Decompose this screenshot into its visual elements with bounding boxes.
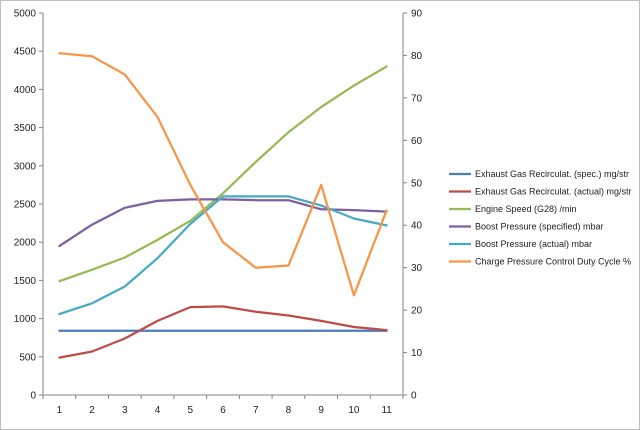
left-tick-label: 3000 [14,161,37,172]
left-tick-label: 2500 [14,200,37,211]
series-line-3 [58,65,388,283]
series-line-2 [58,305,388,359]
legend-label-5: Boost Pressure (actual) mbar [475,239,592,249]
right-tick-label: 60 [411,136,423,147]
left-tick-label: 3500 [14,123,37,134]
x-tick-label: 7 [253,405,259,416]
left-tick-label: 500 [19,352,36,363]
right-tick-label: 10 [411,348,423,359]
series-lines [58,52,388,359]
x-tick-label: 2 [89,405,95,416]
right-tick-label: 50 [411,178,423,189]
series-line-6 [58,52,388,297]
legend: Exhaust Gas Recirculat. (spec.) mg/str Ex… [449,169,632,267]
left-tick-label: 4500 [14,47,37,58]
x-axis-ticks: 1 2 3 4 5 6 7 8 9 10 11 [42,395,404,416]
legend-label-1: Exhaust Gas Recirculat. (spec.) mg/str [475,169,629,179]
left-tick-label: 2000 [14,238,37,249]
left-axis-ticks: 0 500 1000 1500 2000 2500 3000 3500 4000 4500 5000 [14,9,43,402]
legend-label-6: Charge Pressure Control Duty Cycle % [475,257,631,267]
x-tick-label: 1 [57,405,63,416]
right-tick-label: 70 [411,93,423,104]
x-tick-label: 9 [318,405,324,416]
left-tick-label: 4000 [14,85,37,96]
legend-label-2: Exhaust Gas Recirculat. (actual) mg/str [475,187,632,197]
x-tick-label: 11 [381,405,392,416]
legend-label-3: Engine Speed (G28) /min [475,204,577,214]
axes [42,13,404,396]
plot-area: 0500100015002000250030003500400045005000… [14,9,423,417]
x-tick-label: 10 [348,405,360,416]
right-tick-label: 0 [411,391,417,402]
right-tick-label: 20 [411,306,423,317]
x-tick-label: 5 [187,405,193,416]
right-tick-label: 30 [411,263,423,274]
x-tick-label: 8 [286,405,292,416]
right-tick-label: 90 [411,9,423,20]
right-tick-label: 40 [411,221,423,232]
right-axis-ticks: 0 10 20 30 40 50 60 70 80 90 [403,9,423,402]
legend-label-4: Boost Pressure (specified) mbar [475,222,604,232]
series-line-5 [58,195,388,316]
left-tick-label: 5000 [14,9,37,20]
x-tick-label: 3 [122,405,128,416]
left-tick-label: 0 [30,391,36,402]
right-tick-label: 80 [411,51,423,62]
left-tick-label: 1000 [14,314,37,325]
x-tick-label: 6 [220,405,226,416]
left-tick-label: 1500 [14,276,37,287]
x-tick-label: 4 [155,405,161,416]
